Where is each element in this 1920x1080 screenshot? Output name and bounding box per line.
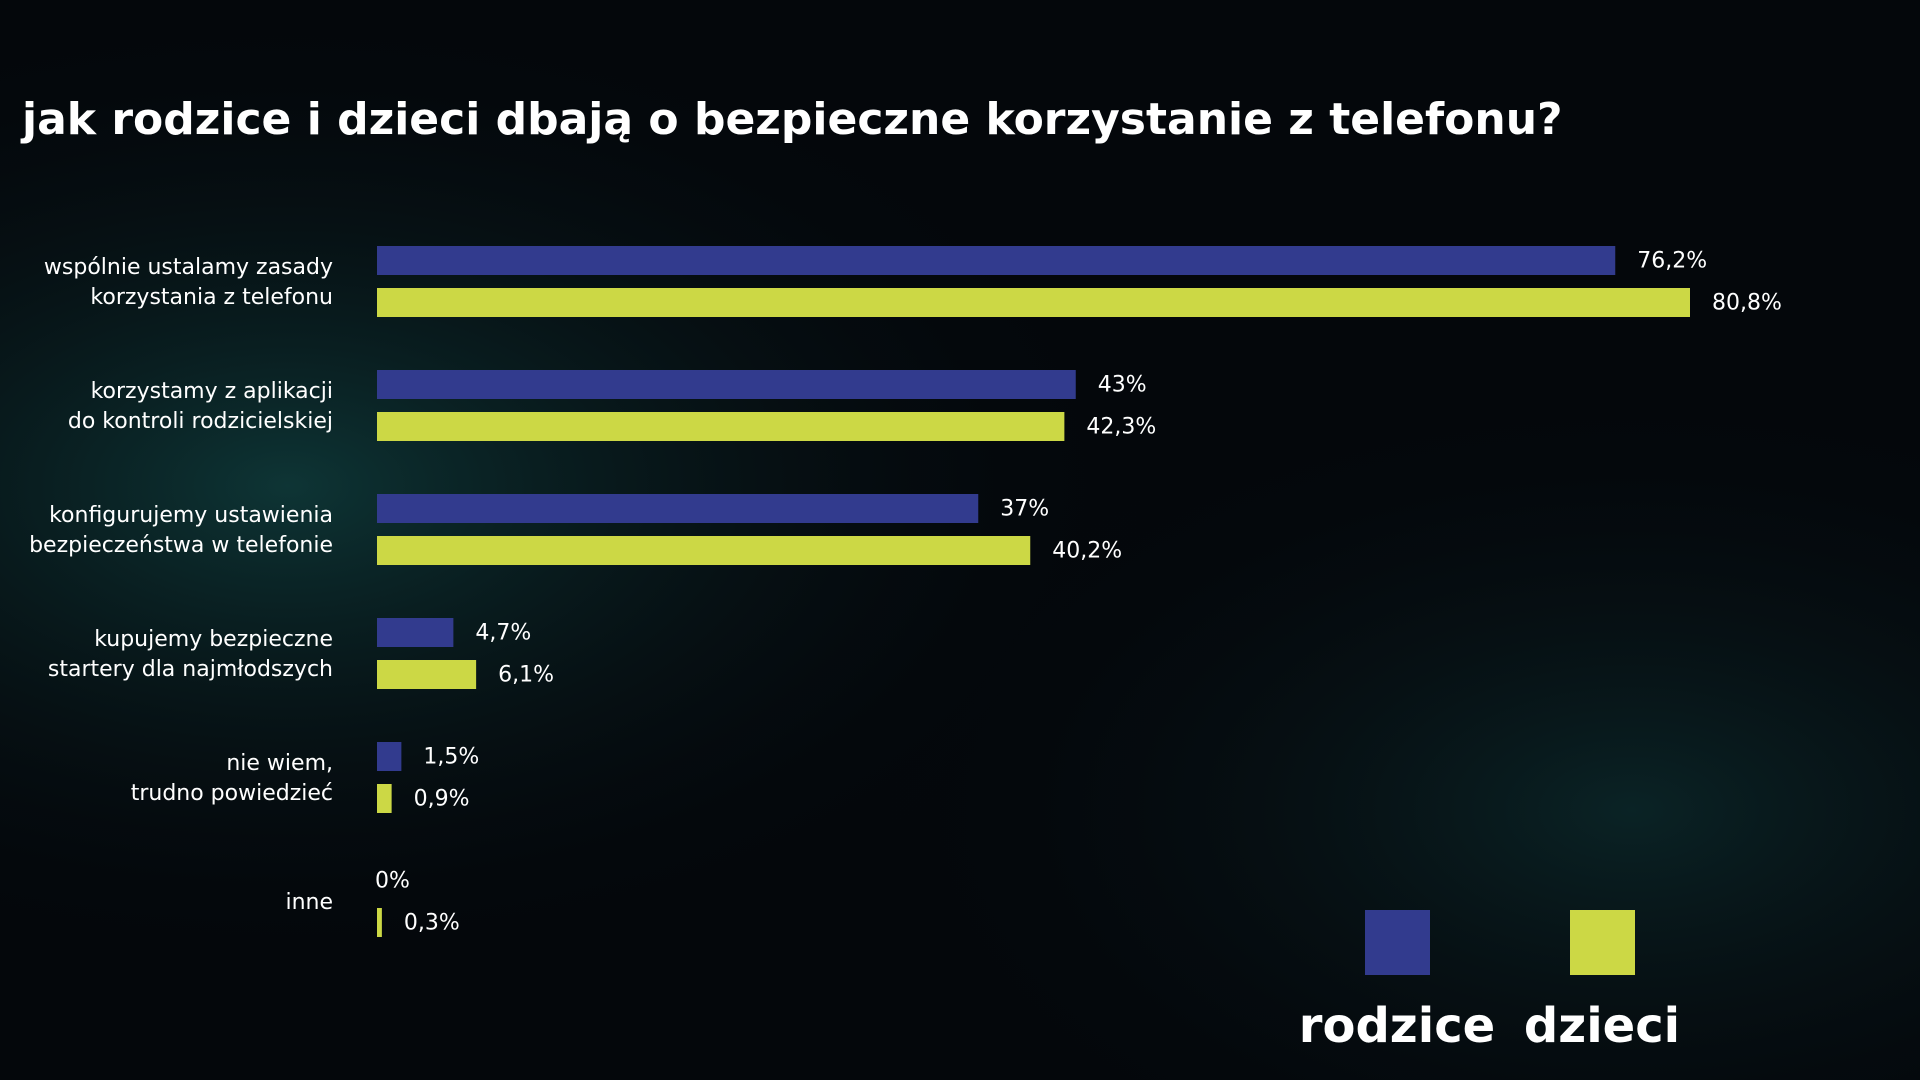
category-label: inne — [285, 890, 333, 915]
value-label: 1,5% — [423, 745, 479, 770]
bar — [377, 536, 1031, 565]
value-label: 42,3% — [1086, 415, 1156, 440]
chart-title: jak rodzice i dzieci dbają o bezpieczne … — [20, 94, 1563, 145]
category-label: konfigurujemy ustawienia bezpieczeństwa w… — [29, 503, 333, 558]
bar — [377, 412, 1065, 441]
category-label: kupujemy bezpieczne startery dla najmłods… — [48, 627, 333, 682]
legend-swatch — [1570, 910, 1635, 975]
value-label: 6,1% — [498, 663, 554, 688]
bar — [377, 288, 1690, 317]
value-label: 80,8% — [1712, 291, 1782, 316]
value-label: 37% — [1000, 497, 1049, 522]
value-label: 0% — [375, 869, 410, 894]
value-label: 4,7% — [475, 621, 531, 646]
value-label: 40,2% — [1052, 539, 1122, 564]
bar — [377, 908, 382, 937]
category-label: wspólnie ustalamy zasady korzystania z te… — [44, 255, 333, 310]
legend-label: rodzice — [1299, 998, 1495, 1054]
category-label: korzystamy z aplikacji do kontroli rodzic… — [68, 379, 333, 434]
bar — [377, 246, 1616, 275]
bar — [377, 494, 979, 523]
bar — [377, 742, 402, 771]
value-label: 0,9% — [414, 787, 470, 812]
bar — [377, 660, 477, 689]
value-label: 0,3% — [404, 911, 460, 936]
bar — [377, 370, 1076, 399]
bar — [377, 618, 454, 647]
bar — [377, 784, 392, 813]
value-label: 76,2% — [1637, 249, 1707, 274]
value-label: 43% — [1098, 373, 1147, 398]
legend-label: dzieci — [1524, 998, 1680, 1054]
category-label: nie wiem, trudno powiedzieć — [131, 751, 333, 806]
legend-swatch — [1365, 910, 1430, 975]
